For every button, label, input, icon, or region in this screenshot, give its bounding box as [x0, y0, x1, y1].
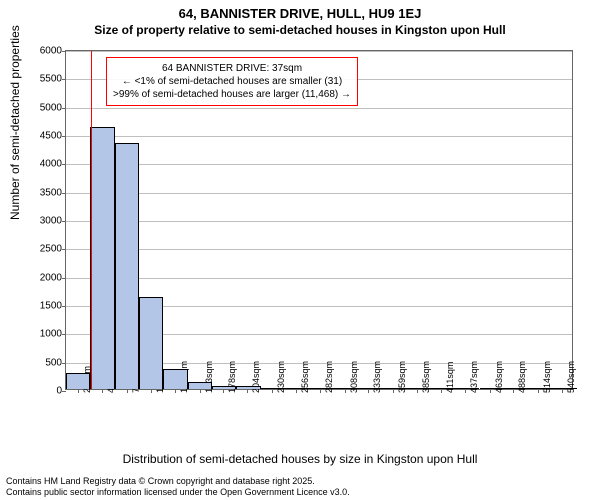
histogram-bar — [382, 388, 406, 389]
annotation-line3: >99% of semi-detached houses are larger … — [113, 88, 351, 101]
histogram-bar — [309, 388, 333, 389]
footer-text: Contains HM Land Registry data © Crown c… — [6, 476, 350, 498]
y-axis-label: Number of semi-detached properties — [8, 25, 22, 220]
gridline — [66, 108, 572, 109]
histogram-bar — [552, 388, 576, 389]
annotation-line2: ← <1% of semi-detached houses are smalle… — [113, 75, 351, 88]
x-tick-mark — [538, 389, 539, 393]
histogram-bar — [528, 388, 552, 389]
x-tick-mark — [151, 389, 152, 393]
histogram-bar — [431, 388, 455, 389]
histogram-bar — [358, 388, 382, 389]
histogram-bar — [504, 388, 528, 389]
y-tick-mark — [62, 391, 66, 392]
histogram-bar — [90, 127, 114, 389]
histogram-bar — [480, 388, 504, 389]
gridline — [66, 221, 572, 222]
histogram-bar — [212, 386, 236, 389]
chart-subtitle: Size of property relative to semi-detach… — [0, 21, 600, 37]
x-tick-mark — [417, 389, 418, 393]
x-tick-mark — [247, 389, 248, 393]
footer-line2: Contains public sector information licen… — [6, 487, 350, 498]
gridline — [66, 249, 572, 250]
x-axis-label: Distribution of semi-detached houses by … — [0, 452, 600, 466]
x-tick-mark — [465, 389, 466, 393]
histogram-bar — [115, 143, 139, 390]
annotation-box: 64 BANNISTER DRIVE: 37sqm ← <1% of semi-… — [106, 57, 358, 106]
x-tick-mark — [223, 389, 224, 393]
x-tick-mark — [393, 389, 394, 393]
x-tick-mark — [441, 389, 442, 393]
chart-title: 64, BANNISTER DRIVE, HULL, HU9 1EJ — [0, 0, 600, 21]
histogram-bar — [66, 373, 90, 389]
histogram-bar — [334, 388, 358, 389]
x-tick-mark — [127, 389, 128, 393]
histogram-bar — [188, 382, 212, 389]
gridline — [66, 278, 572, 279]
histogram-bar — [163, 369, 187, 389]
histogram-bar — [285, 388, 309, 389]
x-tick-mark — [296, 389, 297, 393]
annotation-line1: 64 BANNISTER DRIVE: 37sqm — [113, 62, 351, 75]
x-tick-mark — [368, 389, 369, 393]
x-tick-mark — [562, 389, 563, 393]
histogram-bar — [236, 386, 260, 389]
x-tick-mark — [102, 389, 103, 393]
x-tick-mark — [272, 389, 273, 393]
x-tick-mark — [320, 389, 321, 393]
histogram-bar — [407, 388, 431, 389]
x-tick-mark — [345, 389, 346, 393]
x-tick-mark — [513, 389, 514, 393]
x-tick-mark — [78, 389, 79, 393]
histogram-bar — [261, 388, 285, 389]
chart-container: 64, BANNISTER DRIVE, HULL, HU9 1EJ Size … — [0, 0, 600, 500]
gridline — [66, 193, 572, 194]
gridline — [66, 136, 572, 137]
histogram-bar — [455, 388, 479, 389]
reference-line — [91, 51, 92, 389]
plot-area: 0500100015002000250030003500400045005000… — [65, 50, 573, 390]
histogram-bar — [139, 297, 163, 389]
footer-line1: Contains HM Land Registry data © Crown c… — [6, 476, 350, 487]
gridline — [66, 51, 572, 52]
x-tick-mark — [490, 389, 491, 393]
x-tick-mark — [200, 389, 201, 393]
gridline — [66, 164, 572, 165]
x-tick-mark — [175, 389, 176, 393]
